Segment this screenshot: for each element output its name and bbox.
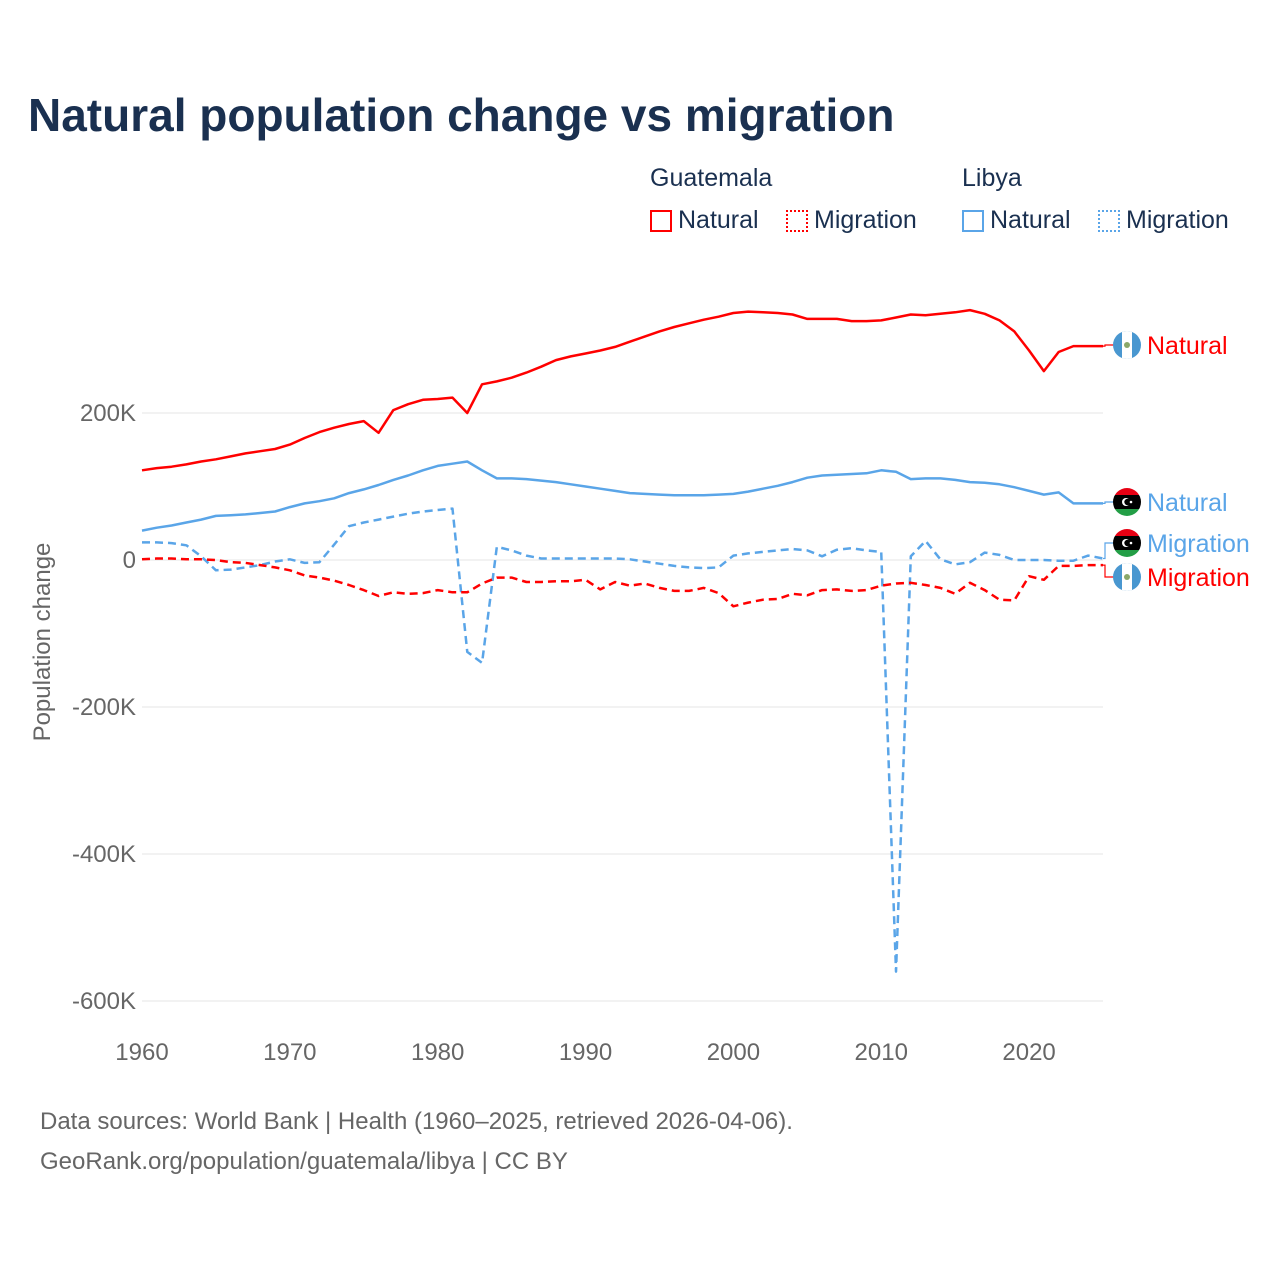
footer-link[interactable]: GeoRank.org/population/guatemala/libya |…: [40, 1148, 568, 1175]
label-connector: [1103, 542, 1115, 560]
flag-emblem: [1124, 574, 1130, 580]
series-end-label: Natural: [1147, 332, 1228, 360]
flag-crescent-cut: [1124, 498, 1131, 506]
y-tick-label: -400K: [72, 841, 136, 868]
y-tick-label: -600K: [72, 988, 136, 1015]
flag-stripe: [1113, 488, 1141, 495]
x-tick-label: 1990: [559, 1039, 612, 1066]
footer-sources: Data sources: World Bank | Health (1960–…: [40, 1108, 793, 1135]
x-tick-label: 1970: [263, 1039, 316, 1066]
x-tick-label: 2010: [855, 1039, 908, 1066]
legend-guatemala-natural[interactable]: Natural: [650, 206, 759, 235]
flag-stripe: [1113, 550, 1141, 557]
flag-body: [1113, 563, 1141, 591]
libya-flag-icon: [1113, 488, 1141, 516]
legend-label: Natural: [678, 206, 759, 234]
legend-swatch: [650, 209, 672, 232]
x-tick-label: 1960: [115, 1039, 168, 1066]
legend-group-libya: Libya: [962, 164, 1022, 192]
flag-star: [1129, 500, 1133, 504]
series-end-label: Migration: [1147, 530, 1250, 558]
flag-stripe: [1113, 529, 1141, 536]
flag-stripe: [1113, 509, 1141, 516]
guatemala-flag-icon: [1113, 331, 1141, 359]
flag-body: [1113, 488, 1141, 516]
x-tick-label: 2020: [1002, 1039, 1055, 1066]
label-connector: [1103, 564, 1115, 578]
x-tick-label: 1980: [411, 1039, 464, 1066]
series-end-label: Migration: [1147, 564, 1250, 592]
y-tick-label: -200K: [72, 694, 136, 721]
chart-title: Natural population change vs migration: [28, 89, 895, 141]
flag-emblem: [1124, 342, 1130, 348]
libya-flag-icon: [1113, 529, 1141, 557]
flag-body: [1113, 529, 1141, 557]
guatemala-flag-icon: [1113, 563, 1141, 591]
x-tick-label: 2000: [707, 1039, 760, 1066]
series-line-libya-natural: [141, 460, 1103, 532]
legend-swatch: [962, 209, 984, 232]
legend-label: Migration: [814, 206, 917, 234]
y-tick-label: 0: [123, 547, 136, 574]
series-line-guatemala-migration: [141, 557, 1103, 608]
legend-guatemala-migration[interactable]: Migration: [786, 206, 917, 235]
legend-libya-natural[interactable]: Natural: [962, 206, 1071, 235]
legend-group-guatemala: Guatemala: [650, 164, 773, 192]
legend-libya-migration[interactable]: Migration: [1098, 206, 1229, 235]
flag-body: [1113, 331, 1141, 359]
series-line-libya-migration: [142, 507, 1104, 973]
flag-star: [1129, 541, 1133, 545]
y-axis-label: Population change: [29, 543, 56, 742]
label-connector: [1103, 344, 1115, 347]
flag-crescent-cut: [1124, 539, 1131, 547]
legend-label: Migration: [1126, 206, 1229, 234]
y-tick-label: 200K: [80, 400, 136, 427]
legend-swatch: [1098, 209, 1120, 232]
legend-label: Natural: [990, 206, 1071, 234]
label-connector: [1103, 501, 1115, 505]
legend-swatch: [786, 209, 808, 232]
series-line-guatemala-natural: [141, 308, 1103, 472]
series-end-label: Natural: [1147, 489, 1228, 517]
